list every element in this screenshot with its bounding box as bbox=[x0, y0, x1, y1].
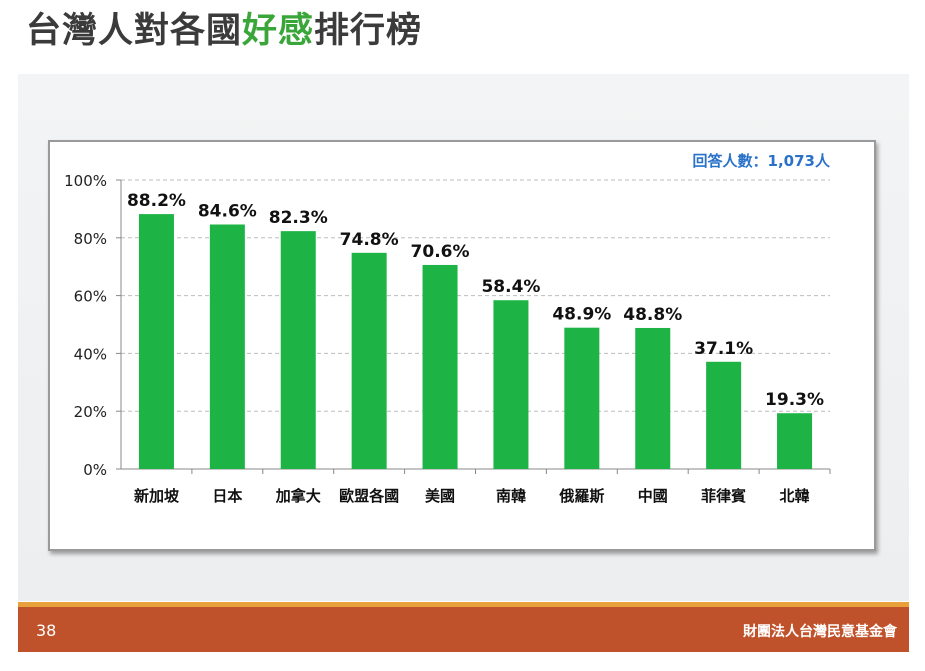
page-number: 38 bbox=[36, 621, 57, 640]
data-label: 37.1% bbox=[694, 339, 753, 359]
bar bbox=[209, 224, 245, 469]
bar bbox=[422, 264, 458, 469]
footer-stripe bbox=[18, 602, 909, 607]
x-tick-label: 中國 bbox=[638, 487, 668, 505]
y-tick-label: 20% bbox=[74, 403, 107, 421]
x-tick-label: 歐盟各國 bbox=[339, 487, 399, 505]
title-part1: 台灣人對各國 bbox=[26, 11, 243, 51]
data-label: 82.3% bbox=[269, 208, 328, 228]
title-highlight: 好感 bbox=[242, 11, 315, 51]
data-label: 58.4% bbox=[481, 277, 540, 297]
footer-bar: 38 財團法人台灣民意基金會 bbox=[18, 607, 909, 652]
bar bbox=[138, 214, 174, 469]
data-label: 48.8% bbox=[623, 305, 682, 325]
y-tick-label: 100% bbox=[64, 172, 107, 190]
y-tick-label: 60% bbox=[74, 288, 107, 306]
x-tick-label: 南韓 bbox=[496, 487, 526, 505]
x-tick-label: 加拿大 bbox=[275, 487, 321, 505]
x-tick-label: 美國 bbox=[425, 487, 455, 505]
y-tick-label: 80% bbox=[74, 230, 107, 248]
x-tick-label: 日本 bbox=[212, 487, 242, 505]
data-label: 70.6% bbox=[411, 242, 470, 262]
x-tick-label: 俄羅斯 bbox=[558, 487, 604, 505]
bar bbox=[777, 413, 813, 469]
respondents-count: 回答人數：1,073人 bbox=[692, 152, 830, 170]
y-tick-label: 40% bbox=[74, 345, 107, 363]
data-label: 74.8% bbox=[340, 230, 399, 250]
bar-chart: 0% 20% 40% 60% 80% 100% 88.2% 新加坡 84.6% 日本 82.3% 加拿… bbox=[64, 172, 831, 505]
data-label: 88.2% bbox=[127, 191, 186, 211]
data-label: 48.9% bbox=[552, 305, 611, 325]
y-tick-label: 0% bbox=[83, 461, 107, 479]
chart-frame: 回答人數：1,073人 0% 20% 40% 60% 80% 100% 88.2% 新加坡 84… bbox=[48, 140, 876, 551]
x-tick-label: 北韓 bbox=[780, 487, 810, 505]
data-label: 19.3% bbox=[765, 390, 824, 410]
bar bbox=[493, 300, 529, 469]
bar bbox=[635, 327, 671, 469]
bar bbox=[564, 327, 600, 469]
title-part2: 排行榜 bbox=[314, 11, 423, 51]
x-tick-label: 新加坡 bbox=[134, 487, 179, 505]
x-tick-label: 菲律賓 bbox=[701, 487, 746, 505]
organization-name: 財團法人台灣民意基金會 bbox=[743, 624, 897, 640]
bar bbox=[280, 231, 316, 469]
data-label: 84.6% bbox=[198, 202, 257, 222]
bar bbox=[351, 252, 387, 469]
page-title: 台灣人對各國好感排行榜 bbox=[26, 8, 422, 54]
bar bbox=[706, 361, 742, 469]
